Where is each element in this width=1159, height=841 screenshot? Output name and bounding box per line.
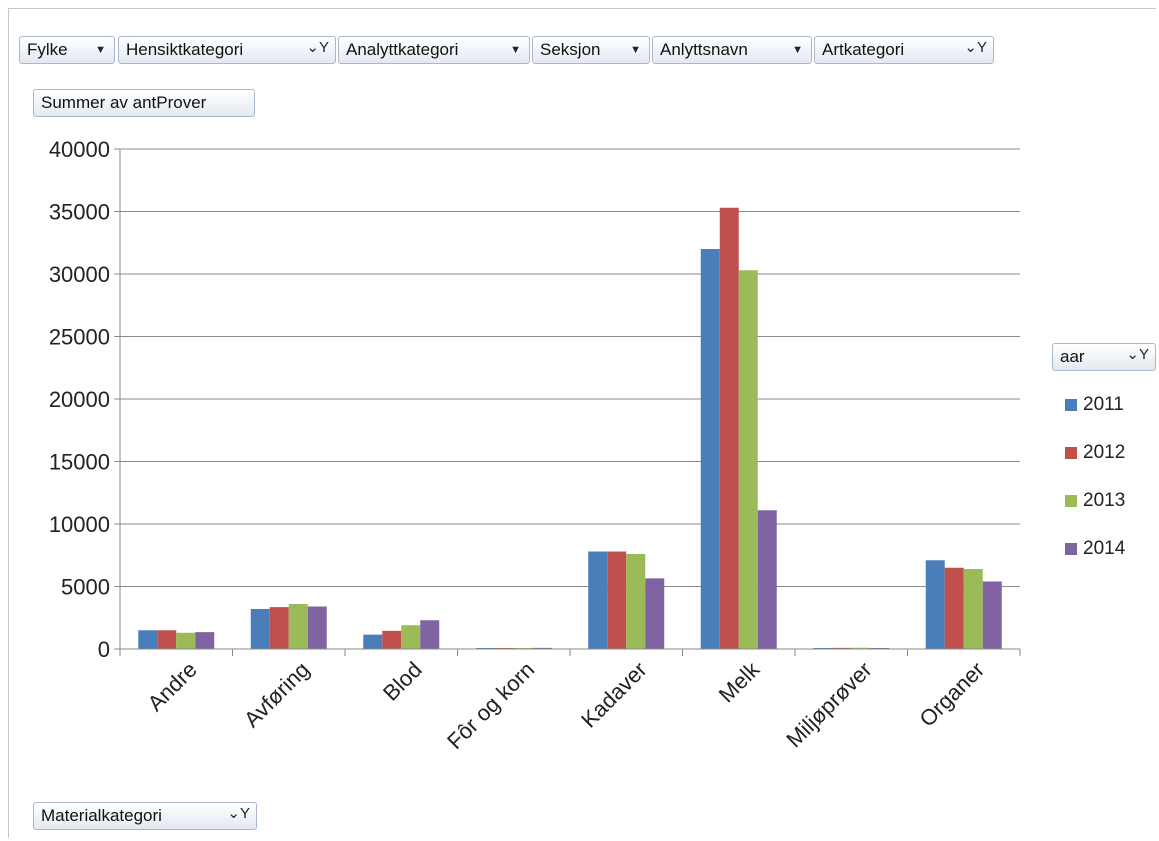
y-tick-label: 20000 (49, 387, 110, 412)
chart-frame (8, 8, 1156, 838)
bar (851, 647, 871, 649)
x-category-label: Blod (378, 657, 427, 706)
bar (307, 606, 327, 649)
x-category-label: Miljøprøver (781, 657, 876, 752)
bar (626, 554, 646, 649)
legend-swatch (1065, 495, 1077, 507)
legend-label: 2011 (1083, 394, 1124, 415)
bar (195, 632, 215, 649)
y-tick-label: 25000 (49, 325, 110, 350)
filter-analyttkategori-label: Analyttkategori (346, 40, 459, 59)
bar (607, 551, 627, 649)
bar (757, 510, 777, 649)
legend-label: 2014 (1083, 538, 1126, 559)
y-axis: 0 5000 10000 15000 20000 25000 30000 35000 40000 (49, 137, 121, 662)
dropdown-arrow-icon: ▼ (630, 44, 641, 56)
dropdown-arrow-icon: ▼ (95, 44, 106, 56)
bar (176, 632, 196, 649)
bar (944, 567, 964, 649)
filter-funnel-icon: ⌄Y (306, 39, 329, 56)
filter-funnel-icon: ⌄Y (227, 805, 250, 822)
legend-swatch (1065, 543, 1077, 555)
filter-seksjon-button[interactable]: Seksjon ▼ (532, 36, 650, 64)
bar (288, 604, 308, 649)
y-tick-label: 15000 (49, 450, 110, 475)
bar (700, 249, 720, 649)
bar (719, 207, 739, 649)
axis-field-materialkategori-button[interactable]: Materialkategori ⌄Y (33, 802, 257, 830)
filter-artkategori-label: Artkategori (822, 40, 905, 59)
axis-field-label: Materialkategori (41, 806, 162, 825)
x-category-label: Organer (915, 657, 990, 732)
bar (401, 625, 421, 649)
bar (925, 560, 945, 649)
y-tick-label: 35000 (49, 200, 110, 225)
bar (363, 634, 383, 649)
dropdown-arrow-icon: ▼ (510, 44, 521, 56)
x-category-label: Andre (143, 657, 202, 716)
filter-anlyttsnavn-label: Anlyttsnavn (660, 40, 748, 59)
bars (138, 207, 1002, 649)
y-tick-label: 0 (98, 637, 110, 662)
filter-hensiktkategori-label: Hensiktkategori (126, 40, 244, 59)
dropdown-arrow-icon: ▼ (792, 44, 803, 56)
bar (420, 620, 440, 649)
filter-seksjon-label: Seksjon (540, 40, 601, 59)
filter-fylke-label: Fylke (27, 40, 68, 59)
bar (250, 609, 270, 649)
bar (532, 647, 552, 649)
filter-funnel-icon: ⌄Y (1126, 346, 1149, 363)
bar (269, 607, 289, 649)
value-field-label: Summer av antProver (41, 93, 207, 112)
bar (982, 581, 1002, 649)
bar (645, 578, 665, 649)
y-tick-label: 40000 (49, 137, 110, 162)
legend-label: 2012 (1083, 442, 1126, 463)
bar (138, 630, 158, 649)
legend-swatch (1065, 447, 1077, 459)
x-category-label: Kadaver (576, 657, 652, 733)
filter-funnel-icon: ⌄Y (964, 39, 987, 56)
x-axis: Andre Avføring Blod Fôr og korn Kadaver Melk M… (119, 648, 1021, 754)
filter-fylke-button[interactable]: Fylke ▼ (19, 36, 115, 64)
y-tick-label: 10000 (49, 512, 110, 537)
filter-artkategori-button[interactable]: Artkategori ⌄Y (814, 36, 994, 64)
bar (382, 630, 402, 649)
legend-field-label: aar (1060, 347, 1085, 366)
y-tick-label: 5000 (61, 575, 110, 600)
y-tick-label: 30000 (49, 262, 110, 287)
bar (157, 630, 177, 649)
legend-field-aar-button[interactable]: aar ⌄Y (1052, 343, 1156, 371)
filter-anlyttsnavn-button[interactable]: Anlyttsnavn ▼ (652, 36, 812, 64)
bar (738, 270, 758, 649)
bar (963, 569, 983, 649)
x-category-label: Avføring (239, 657, 314, 732)
bar (832, 647, 852, 649)
filter-hensiktkategori-button[interactable]: Hensiktkategori ⌄Y (118, 36, 336, 64)
filter-analyttkategori-button[interactable]: Analyttkategori ▼ (338, 36, 530, 64)
legend-label: 2013 (1083, 490, 1126, 511)
gridlines (120, 148, 1020, 587)
bar (588, 551, 608, 649)
x-category-label: Fôr og korn (442, 657, 539, 754)
x-category-label: Melk (714, 656, 765, 707)
value-field-button[interactable]: Summer av antProver (33, 89, 255, 117)
legend-swatch (1065, 399, 1077, 411)
